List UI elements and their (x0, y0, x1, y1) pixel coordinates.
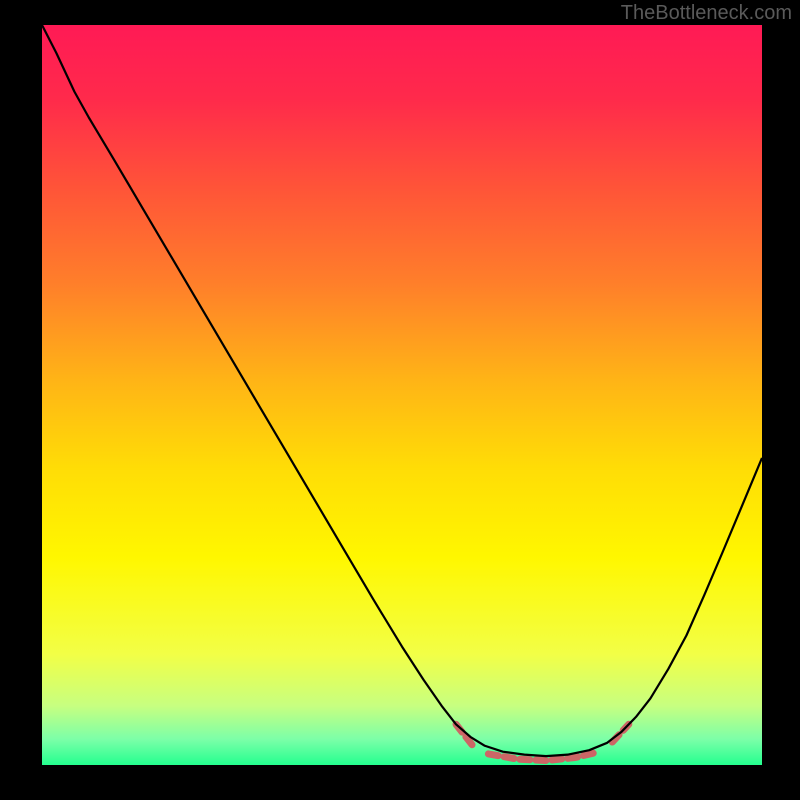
chart-svg (0, 0, 800, 800)
chart-plot-area (42, 25, 762, 765)
watermark-text: TheBottleneck.com (621, 2, 792, 25)
bottleneck-chart (0, 0, 800, 800)
